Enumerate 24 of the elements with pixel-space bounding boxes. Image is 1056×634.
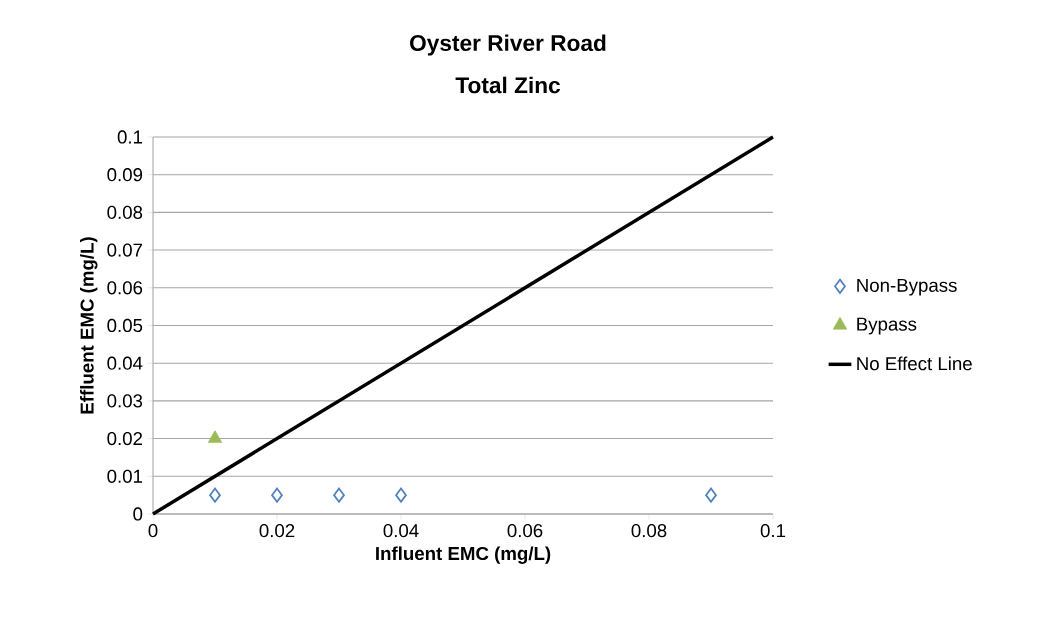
y-axis-title: Effluent EMC (mg/L) bbox=[79, 237, 98, 414]
x-tick-label: 0 bbox=[148, 524, 158, 538]
y-tick-label: 0.04 bbox=[107, 356, 143, 370]
x-axis-title: Influent EMC (mg/L) bbox=[376, 546, 551, 564]
y-tick-label: 0.08 bbox=[107, 205, 143, 219]
y-tick-label: 0.09 bbox=[107, 168, 143, 182]
y-tick-label: 0.05 bbox=[107, 318, 143, 333]
x-tick-label: 0.08 bbox=[631, 524, 667, 538]
legend-label: No Effect Line bbox=[857, 356, 972, 371]
y-tick-label: 0.03 bbox=[107, 394, 143, 408]
legend-label: Non-Bypass bbox=[857, 278, 957, 296]
y-tick-label: 0.07 bbox=[107, 243, 143, 257]
y-tick-label: 0.06 bbox=[107, 281, 143, 295]
y-tick-label: 0.01 bbox=[107, 469, 143, 483]
chart-title: Oyster River Road bbox=[410, 34, 606, 56]
x-tick-label: 0.04 bbox=[383, 524, 419, 538]
chart-subtitle: Total Zinc bbox=[455, 76, 561, 94]
x-tick-label: 0.06 bbox=[507, 524, 543, 538]
y-tick-label: 0 bbox=[133, 507, 143, 521]
y-tick-label: 0.02 bbox=[107, 431, 143, 446]
x-tick-label: 0.1 bbox=[760, 524, 786, 538]
legend-label: Bypass bbox=[857, 317, 917, 335]
y-tick-label: 0.1 bbox=[117, 130, 143, 144]
x-tick-label: 0.02 bbox=[259, 524, 295, 538]
